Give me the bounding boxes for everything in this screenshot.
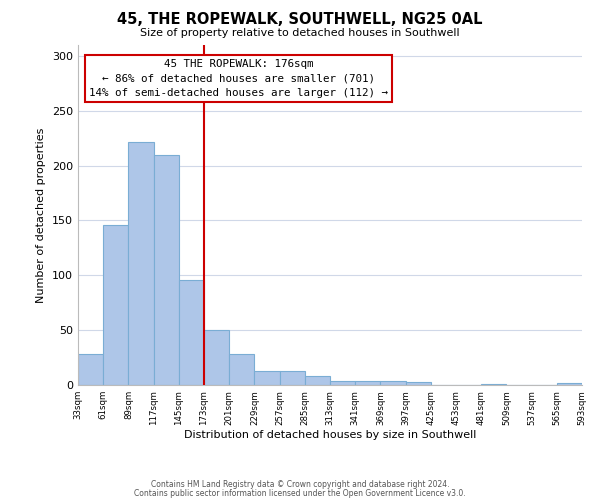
X-axis label: Distribution of detached houses by size in Southwell: Distribution of detached houses by size …: [184, 430, 476, 440]
Bar: [355, 380, 380, 385]
Bar: [78, 354, 103, 385]
Y-axis label: Number of detached properties: Number of detached properties: [37, 128, 46, 302]
Bar: [481, 384, 506, 385]
Bar: [330, 380, 355, 385]
Bar: [254, 370, 280, 385]
Bar: [229, 354, 254, 385]
Text: 45 THE ROPEWALK: 176sqm
← 86% of detached houses are smaller (701)
14% of semi-d: 45 THE ROPEWALK: 176sqm ← 86% of detache…: [89, 60, 388, 98]
Bar: [406, 382, 431, 385]
Bar: [280, 370, 305, 385]
Text: Contains HM Land Registry data © Crown copyright and database right 2024.: Contains HM Land Registry data © Crown c…: [151, 480, 449, 489]
Bar: [380, 380, 406, 385]
Bar: [154, 154, 179, 385]
Bar: [179, 280, 204, 385]
Text: Contains public sector information licensed under the Open Government Licence v3: Contains public sector information licen…: [134, 488, 466, 498]
Bar: [557, 383, 582, 385]
Bar: [128, 142, 154, 385]
Bar: [103, 225, 128, 385]
Text: Size of property relative to detached houses in Southwell: Size of property relative to detached ho…: [140, 28, 460, 38]
Bar: [204, 330, 229, 385]
Text: 45, THE ROPEWALK, SOUTHWELL, NG25 0AL: 45, THE ROPEWALK, SOUTHWELL, NG25 0AL: [117, 12, 483, 28]
Bar: [305, 376, 330, 385]
